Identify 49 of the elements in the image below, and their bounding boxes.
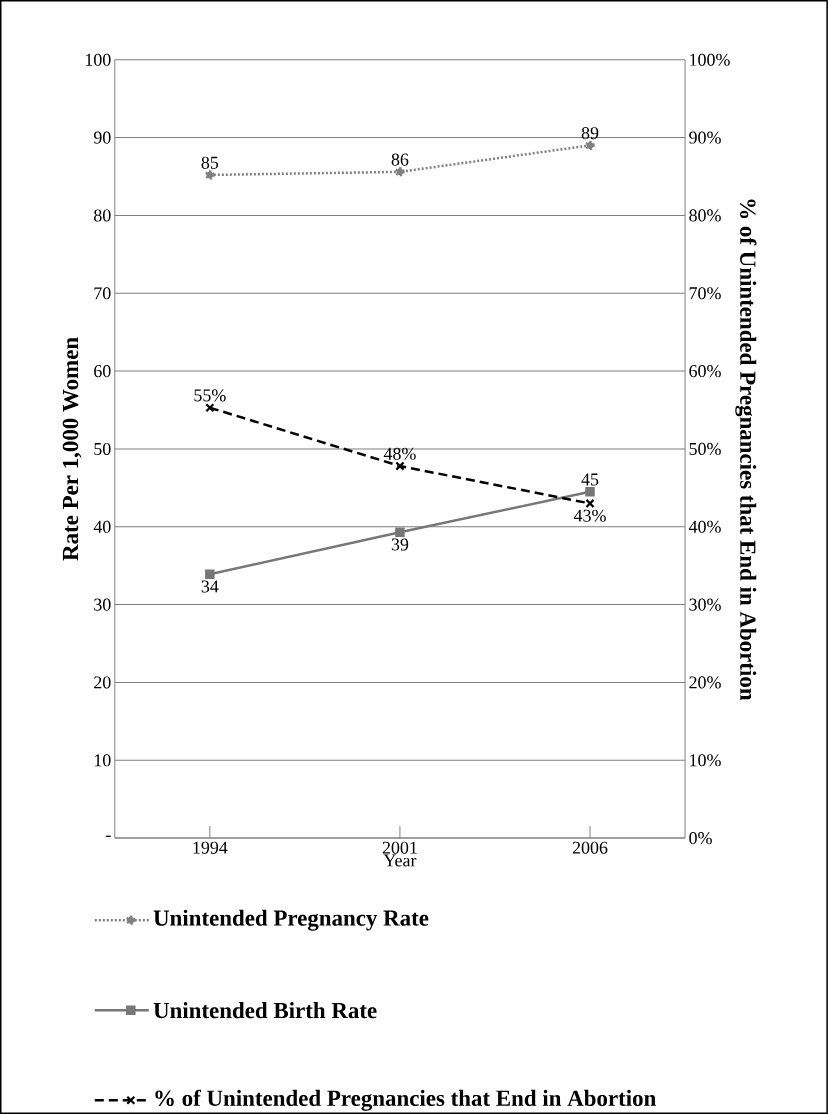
y2-tick-label: 80% (689, 209, 721, 222)
point (205, 569, 215, 580)
data-label: 89 (581, 127, 599, 140)
y2-tick-label: 0% (689, 832, 712, 845)
point (585, 487, 595, 497)
data-label: 34 (201, 580, 219, 593)
point (205, 403, 215, 413)
legend-label: Unintended Birth Rate (153, 1002, 377, 1019)
y2-tick-label: 70% (689, 287, 721, 300)
data-label: 86 (391, 153, 409, 166)
point (395, 527, 405, 537)
y2-tick-label: 50% (689, 442, 721, 456)
legend-label: Unintended Pregnancy Rate (153, 909, 429, 931)
point (395, 461, 405, 471)
y-tick-label: 30 (94, 598, 111, 611)
data-label: 43% (573, 509, 606, 522)
y-tick-label: 90 (93, 131, 111, 144)
y2-tick-label: 40% (688, 520, 721, 533)
y2-tick-label: 10% (690, 754, 721, 767)
data-label: 39 (391, 538, 409, 551)
y-tick-label: 40 (93, 520, 111, 533)
y-tick-label: 10 (94, 754, 111, 767)
y-tick-label: 80 (94, 209, 111, 222)
y-tick-label: 50 (94, 442, 111, 455)
y2-tick-label: 100% (690, 53, 730, 66)
y2-axis-title: % of Unintended Pregnancies that End in Abortion (735, 199, 757, 701)
point (585, 140, 595, 151)
y2-tick-label: 20% (689, 676, 721, 689)
y2-tick-label: 30% (689, 598, 721, 611)
data-label: 55% (194, 389, 226, 402)
y2-tick-label: 90% (689, 131, 721, 144)
y-tick-label: 100 (86, 53, 111, 66)
x-tick-label: 1994 (193, 841, 228, 854)
data-label: 85 (201, 156, 219, 169)
point (395, 167, 405, 177)
y-tick-label: 70 (94, 287, 111, 300)
data-label: 48% (383, 447, 416, 460)
data-label: 45 (581, 473, 599, 486)
y-tick-label: 20 (94, 676, 111, 689)
point (205, 170, 215, 180)
x-tick-label: 2006 (572, 841, 608, 854)
y2-tick-label: 60% (689, 365, 721, 378)
x-axis-title: Year (383, 854, 417, 867)
y-tick-label: - (106, 835, 111, 837)
legend-label: % of Unintended Pregnancies that End in Abortion (155, 1089, 657, 1111)
point (585, 498, 595, 509)
x-tick-label: 2001 (382, 841, 417, 854)
y-tick-label: 60 (94, 365, 111, 378)
y-axis-title: Rate Per 1,000 Women (62, 337, 82, 561)
